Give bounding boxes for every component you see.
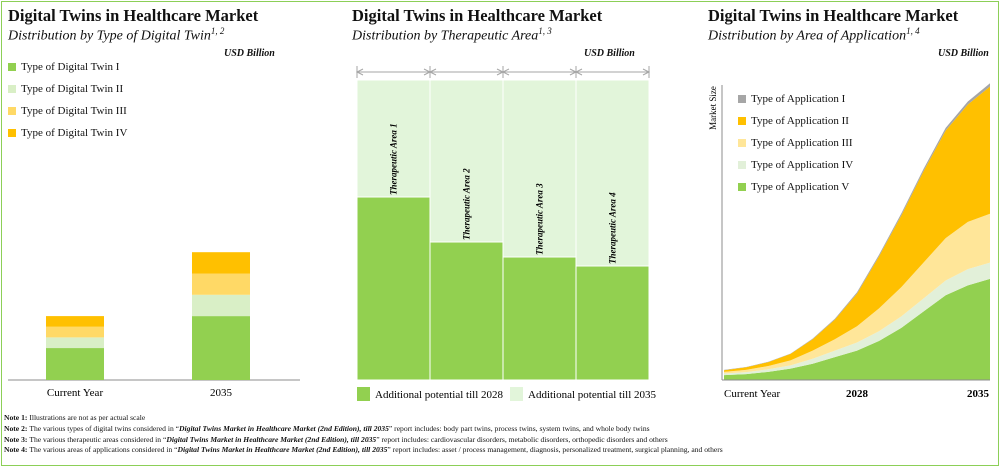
legend-item: Type of Digital Twin IV [8,122,127,144]
footnote-text: ” report includes: body part twins, proc… [388,423,650,433]
legend-item: Type of Digital Twin I [8,56,127,78]
panel-type-of-digital-twin: Digital Twins in Healthcare Market Distr… [0,0,320,410]
legend-item: Type of Digital Twin III [8,100,127,122]
bar-segment [46,337,104,349]
x-tick-label: 2035 [967,388,990,400]
bar-segment [192,316,250,380]
legend-label: Type of Application IV [751,159,854,171]
bar-segment [46,326,104,338]
unit-label: USD Billion [584,48,635,59]
x-tick-label: Current Year [724,388,781,400]
footnote: Note 3: The various therapeutic areas co… [4,435,723,446]
legend-swatch [738,139,746,147]
legend-label: Type of Application III [751,137,853,149]
legend-swatch [357,387,370,401]
unit-label: USD Billion [224,48,275,59]
bar-segment [46,316,104,327]
footnote-text: The various types of digital twins consi… [29,423,180,433]
footnotes: Note 1: Illustrations are not as per act… [4,413,723,456]
footnote: Note 2: The various types of digital twi… [4,424,723,435]
bar-segment [575,79,650,267]
panel-subtitle: Distribution by Therapeutic Area1, 3 [352,26,552,44]
legend-swatch [8,129,16,137]
panel-title: Digital Twins in Healthcare Market [352,6,603,25]
stacked-area-chart: Market Size Current Year 2028 2035 [708,83,990,400]
legend-swatch [8,85,16,93]
panel-therapeutic-area: Digital Twins in Healthcare Market Distr… [344,0,664,410]
area-series [724,262,990,376]
legend-item: Type of Application III [738,132,853,154]
legend-label: Type of Digital Twin II [21,83,124,95]
bar-segment [192,273,250,295]
x-tick-label: 2028 [846,388,869,400]
legend-label: Type of Application II [751,115,849,127]
bar-segment [502,79,577,258]
legend-swatch [510,387,523,401]
legend-swatch [738,161,746,169]
legend: Type of Application I Type of Application… [738,88,853,198]
arrow-head [574,68,651,76]
legend: Type of Digital Twin I Type of Digital Tw… [8,56,127,144]
panel-title: Digital Twins in Healthcare Market [708,6,959,25]
legend-swatch [738,117,746,125]
x-tick-label: Current Year [47,387,104,399]
footnote-text: ” report includes: cardiovascular disord… [376,434,668,444]
category-label: Therapeutic Area 4 [608,192,618,264]
area-series [724,86,990,372]
footnote-label: Note 3: [4,434,30,444]
legend-swatch [8,63,16,71]
legend-item: Type of Application V [738,176,853,198]
legend-label: Additional potential till 2035 [528,389,657,401]
bar-segment [192,294,250,317]
footnote-text: The various areas of applications consid… [29,445,178,455]
category-label: Therapeutic Area 2 [462,168,472,240]
panel-title: Digital Twins in Healthcare Market [8,6,259,25]
footnote-report-title: Digital Twins Market in Healthcare Marke… [179,423,389,433]
footnote-report-title: Digital Twins Market in Healthcare Marke… [166,434,377,444]
legend-label: Type of Digital Twin III [21,105,127,117]
bar-segment [429,79,504,243]
panel-subtitle: Distribution by Type of Digital Twin1, 2 [8,26,225,44]
legend-label: Type of Application I [751,93,846,105]
legend-item: Type of Application I [738,88,853,110]
legend-swatch [738,183,746,191]
legend-item: Type of Application IV [738,154,853,176]
legend-label: Type of Application V [751,181,850,193]
bar-segment [502,256,577,381]
unit-label: USD Billion [938,48,989,59]
y-axis-label: Market Size [708,86,718,130]
footnote-label: Note 2: [4,423,30,433]
bar-segment [575,265,650,381]
therapeutic-area-chart: Therapeutic Area 1 Therapeutic Area 2 Ther… [355,66,657,401]
footnote: Note 1: Illustrations are not as per act… [4,413,723,424]
footnote-text: The various therapeutic areas considered… [29,434,167,444]
bar-segment [356,196,431,381]
category-label: Therapeutic Area 3 [535,183,545,255]
bar-segment [192,252,250,274]
footnote-text: Illustrations are not as per actual scal… [29,413,146,422]
footnote: Note 4: The various areas of application… [4,445,723,456]
footnote-report-title: Digital Twins Market in Healthcare Marke… [177,445,388,455]
legend-swatch [738,95,746,103]
stacked-bar-chart: Current Year 2035 [8,252,300,399]
legend-label: Additional potential till 2028 [375,389,504,401]
bar-segment [46,348,104,380]
footnote-label: Note 4: [4,445,30,455]
x-tick-label: 2035 [210,387,233,399]
legend-item: Type of Digital Twin II [8,78,127,100]
area-series [724,213,990,374]
footnote-text: ” report includes: asset / process manag… [387,445,723,455]
legend-item: Type of Application II [738,110,853,132]
area-series [724,278,990,380]
category-label: Therapeutic Area 1 [389,123,399,195]
bar-segment [356,79,431,198]
legend-label: Type of Digital Twin IV [21,127,128,139]
footnote-label: Note 1: [4,413,30,422]
panel-subtitle: Distribution by Area of Application1, 4 [708,26,920,44]
legend-label: Type of Digital Twin I [21,61,120,73]
bar-segment [429,241,504,381]
legend-swatch [8,107,16,115]
panel-area-of-application: Digital Twins in Healthcare Market Distr… [700,0,1000,410]
